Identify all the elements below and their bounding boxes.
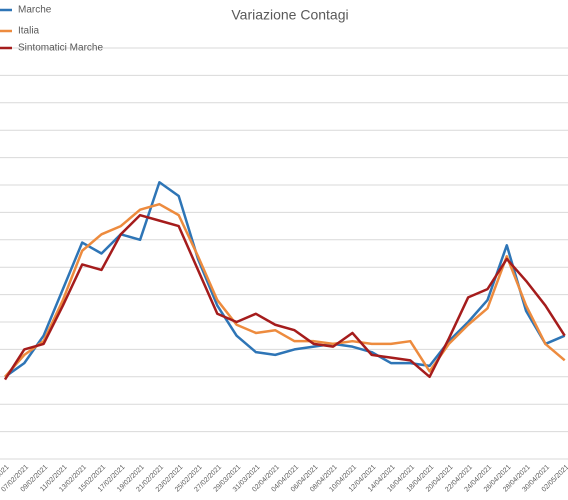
- legend-label: Sintomatici Marche: [18, 43, 103, 54]
- legend-label: Marche: [18, 5, 52, 16]
- series-line: [4, 202, 566, 378]
- series-line: [3, 213, 566, 381]
- chart-title: Variazione Contagi: [231, 7, 348, 23]
- legend-label: Italia: [18, 26, 40, 37]
- series-line: [4, 181, 566, 378]
